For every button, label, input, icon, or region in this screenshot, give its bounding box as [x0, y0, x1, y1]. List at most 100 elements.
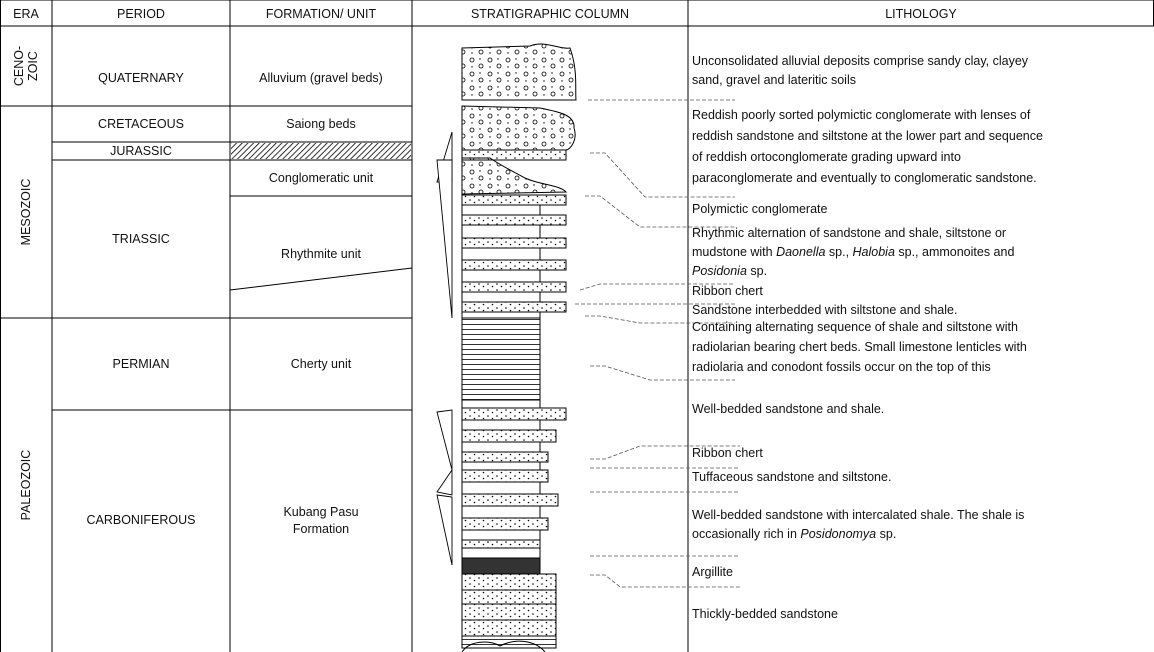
- lithology-text: Well-bedded sandstone and shale.: [692, 402, 884, 416]
- lithology-text: paraconglomerate and eventually to congl…: [692, 171, 1037, 185]
- lithology-line: Ribbon chert: [692, 446, 763, 460]
- bed: [462, 548, 540, 558]
- lithology-text: Posidonomya: [800, 527, 876, 541]
- formation-label: Kubang Pasu: [283, 505, 358, 519]
- bed: [462, 494, 558, 506]
- bed: [462, 302, 566, 312]
- bed: [462, 540, 540, 548]
- lithology-line: Argillite: [692, 565, 733, 579]
- lithology-text: Posidonia: [692, 264, 747, 278]
- bed: [462, 558, 540, 574]
- lithology-line: of reddish ortoconglomerate grading upwa…: [692, 150, 961, 164]
- lithology-line: radiolaria and conodont fossils occur on…: [692, 360, 991, 374]
- lithology-text: Ribbon chert: [692, 284, 763, 298]
- lithology-text: sp.: [876, 527, 896, 541]
- lithology-text: sp.: [747, 264, 767, 278]
- bed: [462, 462, 540, 470]
- bed: [462, 400, 540, 408]
- lithology-text: occasionally rich in: [692, 527, 800, 541]
- period-label: PERMIAN: [113, 357, 170, 371]
- period-label: CRETACEOUS: [98, 117, 184, 131]
- lithology-text: Tuffaceous sandstone and siltstone.: [692, 470, 891, 484]
- stratigraphic-chart: ERA PERIOD FORMATION/ UNIT STRATIGRAPHIC CO…: [0, 0, 1154, 652]
- bed: [462, 574, 556, 590]
- jurassic-hatch: [231, 143, 411, 159]
- bed: [462, 195, 566, 205]
- trends: [437, 132, 452, 565]
- lithology-text: Daonella: [776, 245, 825, 259]
- bed: [462, 420, 540, 430]
- lithology-text: Thickly-bedded sandstone: [692, 607, 838, 621]
- bed: [462, 604, 556, 620]
- bed: [462, 225, 540, 238]
- bed: [462, 442, 540, 452]
- bed: [462, 408, 566, 420]
- conglomerate-bed: [462, 44, 576, 100]
- lithology-text: radiolaria and conodont fossils occur on…: [692, 360, 991, 374]
- lithology-text: Polymictic conglomerate: [692, 202, 828, 216]
- lithology-line: occasionally rich in Posidonomya sp.: [692, 527, 896, 541]
- bed: [462, 530, 540, 540]
- lithology-text: Rhythmic alternation of sandstone and sh…: [692, 226, 1006, 240]
- formation-label: Rhythmite unit: [281, 247, 361, 261]
- bed: [462, 282, 566, 292]
- period-label: TRIASSIC: [112, 232, 170, 246]
- bed: [462, 292, 540, 302]
- lithology-text: Containing alternating sequence of shale…: [692, 320, 1018, 334]
- lithology-text: Reddish poorly sorted polymictic conglom…: [692, 108, 1031, 122]
- era-label: CENO-: [12, 46, 26, 86]
- bed: [462, 312, 540, 318]
- column-header: STRATIGRAPHIC COLUMN: [471, 7, 629, 21]
- lithology-line: Rhythmic alternation of sandstone and sh…: [692, 226, 1006, 240]
- lithology-line: Thickly-bedded sandstone: [692, 607, 838, 621]
- bed: [462, 260, 566, 270]
- era-label: MESOZOIC: [19, 179, 33, 246]
- bed: [462, 430, 556, 442]
- lithology-text: Ribbon chert: [692, 446, 763, 460]
- lithology-text: mudstone with: [692, 245, 776, 259]
- lithology-line: radiolarian bearing chert beds. Small li…: [692, 340, 1027, 354]
- lithology-line: Ribbon chert: [692, 284, 763, 298]
- bed: [462, 452, 548, 462]
- period-label: CARBONIFEROUS: [86, 513, 195, 527]
- formation-label: Saiong beds: [286, 117, 356, 131]
- lithology-text: sand, gravel and lateritic soils: [692, 73, 856, 87]
- lithology-text: radiolarian bearing chert beds. Small li…: [692, 340, 1027, 354]
- lithology-text: sp.,: [825, 245, 852, 259]
- lithology-text: Sandstone interbedded with siltstone and…: [692, 303, 957, 317]
- era-label: ZOIC: [26, 51, 40, 81]
- column-header: ERA: [13, 7, 39, 21]
- lithology-line: Well-bedded sandstone with intercalated …: [692, 508, 1024, 522]
- lithology-text: Halobia: [853, 245, 895, 259]
- lithology-line: Polymictic conglomerate: [692, 202, 828, 216]
- bed: [462, 470, 548, 482]
- bed: [462, 270, 540, 282]
- bed: [462, 248, 540, 260]
- column-header: PERIOD: [117, 7, 165, 21]
- lithology-line: mudstone with Daonella sp., Halobia sp.,…: [692, 245, 1014, 259]
- period-label: JURASSIC: [110, 144, 172, 158]
- bed: [462, 518, 548, 530]
- lithology-line: Sandstone interbedded with siltstone and…: [692, 303, 957, 317]
- bed: [462, 620, 556, 636]
- lithology-line: Tuffaceous sandstone and siltstone.: [692, 470, 891, 484]
- conglomerate-bed: [462, 158, 566, 194]
- lithology-line: Reddish poorly sorted polymictic conglom…: [692, 108, 1031, 122]
- formation-label: Formation: [293, 522, 349, 536]
- lithology-line: Unconsolidated alluvial deposits compris…: [692, 54, 1029, 68]
- column-header: LITHOLOGY: [885, 7, 957, 21]
- lithology-line: paraconglomerate and eventually to congl…: [692, 171, 1037, 185]
- formation-label: Conglomeratic unit: [269, 171, 374, 185]
- formation-label: Alluvium (gravel beds): [259, 71, 383, 85]
- bed: [462, 238, 566, 248]
- bed: [462, 590, 556, 604]
- strat-column: [462, 44, 576, 652]
- lithology-line: reddish sandstone and siltstone at the l…: [692, 129, 1043, 143]
- lithology-text: of reddish ortoconglomerate grading upwa…: [692, 150, 961, 164]
- lithology-line: Posidonia sp.: [692, 264, 767, 278]
- lithology-line: Containing alternating sequence of shale…: [692, 320, 1018, 334]
- era-label: PALEOZOIC: [19, 450, 33, 521]
- column-header: FORMATION/ UNIT: [266, 7, 377, 21]
- conglomerate-bed: [462, 106, 575, 150]
- bed: [462, 205, 540, 215]
